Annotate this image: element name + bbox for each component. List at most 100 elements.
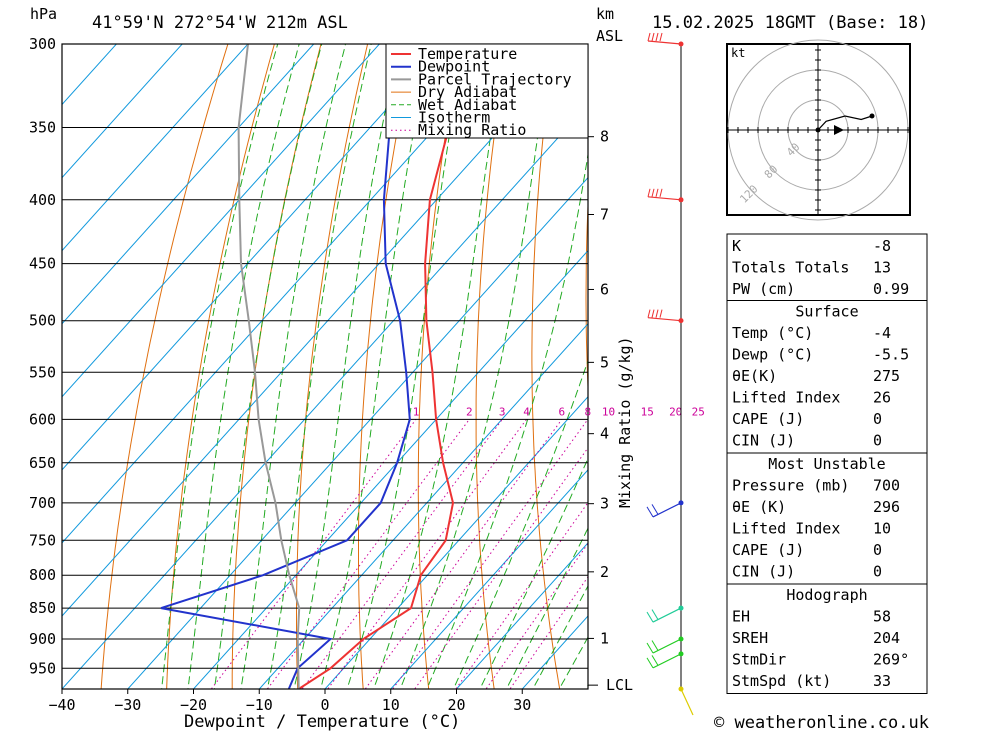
index-row-value: 58 (873, 608, 891, 626)
index-row-value: 0 (873, 541, 882, 559)
wind-barb-feather (651, 640, 659, 651)
mixing-ratio-axis-label: Mixing Ratio (g/kg) (616, 336, 634, 508)
mixing-ratio-line (364, 419, 563, 689)
index-row-value: 0.99 (873, 280, 909, 298)
wind-barb (646, 605, 684, 623)
dry-adiabat-line (531, 44, 561, 689)
dry-adiabat-line (166, 44, 275, 689)
index-row-value: 13 (873, 259, 891, 277)
index-row-name: Dewp (°C) (732, 346, 813, 364)
index-row-name: EH (732, 608, 750, 626)
temperature-line (298, 44, 512, 689)
pressure-tick-label: 500 (29, 312, 56, 330)
temperature-tick-label: −40 (48, 696, 75, 714)
isotherm-line (62, 44, 183, 179)
wind-barb-shaft (652, 638, 682, 654)
pressure-tick-label: 300 (29, 35, 56, 53)
storm-motion-marker (834, 125, 844, 135)
index-row-name: SREH (732, 629, 768, 647)
mixing-ratio-line (301, 419, 503, 689)
indices-section-title: Surface (795, 303, 858, 321)
dry-adiabat-line (926, 26, 1000, 697)
wind-barb-feather (659, 188, 663, 197)
wind-barb-feather (646, 611, 654, 623)
temperature-tick-label: 0 (320, 696, 329, 714)
pressure-tick-label: 700 (29, 494, 56, 512)
height-tick-label: 7 (600, 206, 609, 224)
wet-adiabat-line (532, 584, 588, 689)
indices-section-title: Hodograph (786, 586, 867, 604)
hodograph-unit: kt (731, 46, 745, 60)
pressure-tick-label: 350 (29, 119, 56, 137)
mixing-ratio-value-label: 10 (602, 405, 615, 418)
location-title: 41°59'N 272°54'W 212m ASL (92, 13, 348, 33)
index-row-value: -8 (873, 237, 891, 255)
index-row-value: 0 (873, 563, 882, 581)
wind-barb-feather (659, 32, 663, 42)
wind-barb-feather (647, 188, 651, 197)
plot-frame (61, 43, 589, 690)
wind-barb-shaft (647, 196, 682, 201)
wind-barb-feather (659, 309, 663, 318)
wind-barb-shaft (652, 607, 682, 623)
index-row-name: Temp (°C) (732, 324, 813, 342)
x-axis-label: Dewpoint / Temperature (°C) (184, 712, 460, 732)
hodograph-origin-dot (815, 127, 821, 133)
dry-adiabat-line (972, 26, 1000, 697)
index-row-name: CIN (J) (732, 432, 795, 450)
wind-barb-feather (647, 309, 651, 318)
index-row-name: Lifted Index (732, 389, 840, 407)
sounding-series (160, 44, 512, 689)
wind-barb-feather (651, 309, 655, 318)
pressure-tick-label: 550 (29, 363, 56, 381)
index-row-value: 700 (873, 477, 900, 495)
isotherm-line (258, 322, 588, 689)
mixing-ratio-line (485, 542, 588, 689)
wind-barb-shaft (652, 653, 682, 669)
index-row-name: PW (cm) (732, 280, 795, 298)
mixing-ratio-line (509, 575, 588, 689)
isotherm-line (62, 44, 381, 398)
mixing-ratio-value-label: 2 (466, 405, 473, 418)
pressure-tick-label: 400 (29, 191, 56, 209)
copyright-footer: © weatheronline.co.uk (714, 713, 929, 733)
mixing-ratio-line (327, 419, 527, 689)
wind-barb-feather (646, 506, 654, 518)
wet-adiabat-line (452, 359, 588, 689)
index-row-value: 275 (873, 367, 900, 385)
index-row-name: Lifted Index (732, 520, 840, 538)
hodograph-trace (817, 115, 873, 131)
pressure-tick-label: 900 (29, 630, 56, 648)
mixing-ratio-value-label: 4 (523, 405, 530, 418)
index-row-name: CAPE (J) (732, 410, 804, 428)
mixing-ratio-value-label: 15 (641, 405, 654, 418)
isotherm-line (192, 249, 588, 689)
parcel-trajectory-line (237, 44, 301, 689)
lcl-label: LCL (606, 676, 633, 694)
dry-adiabat-line (231, 44, 322, 689)
isotherm-line (390, 469, 588, 689)
mixing-ratio-value-label: 8 (584, 405, 591, 418)
wind-barb-feather (651, 609, 659, 620)
legend-entry: Isotherm (418, 109, 490, 127)
index-row-value: 269° (873, 651, 909, 669)
index-row-name: θE (K) (732, 498, 786, 516)
wind-barb-shaft (647, 317, 682, 322)
isotherm-line (455, 542, 588, 689)
pressure-axis: 300 350 400 450 500 550 600 650 700 750 800 850 900 9… (29, 35, 56, 677)
isotherm-line (62, 44, 118, 106)
datetime-title: 15.02.2025 18GMT (Base: 18) (652, 13, 928, 33)
wind-barb-feather (651, 188, 655, 197)
temperature-tick-label: 10 (382, 696, 400, 714)
mixing-ratio-line (455, 501, 588, 689)
dry-adiabat-line (100, 44, 229, 689)
km-unit-label: km (596, 5, 614, 23)
wet-adiabat-line (293, 44, 400, 689)
pressure-tick-label: 800 (29, 566, 56, 584)
isotherm-line (62, 44, 446, 471)
wet-adiabat-line (426, 151, 588, 689)
height-tick-label: 2 (600, 563, 609, 581)
wind-barb (647, 188, 684, 203)
